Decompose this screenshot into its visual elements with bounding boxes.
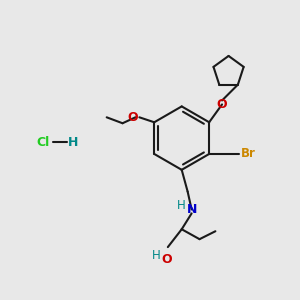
Text: O: O xyxy=(128,111,138,124)
Text: H: H xyxy=(68,136,78,148)
Text: N: N xyxy=(186,203,197,216)
Text: Br: Br xyxy=(241,148,256,160)
Text: H: H xyxy=(177,199,186,212)
Text: O: O xyxy=(217,98,227,111)
Text: H: H xyxy=(152,248,161,262)
Text: O: O xyxy=(161,253,172,266)
Text: Cl: Cl xyxy=(36,136,50,148)
